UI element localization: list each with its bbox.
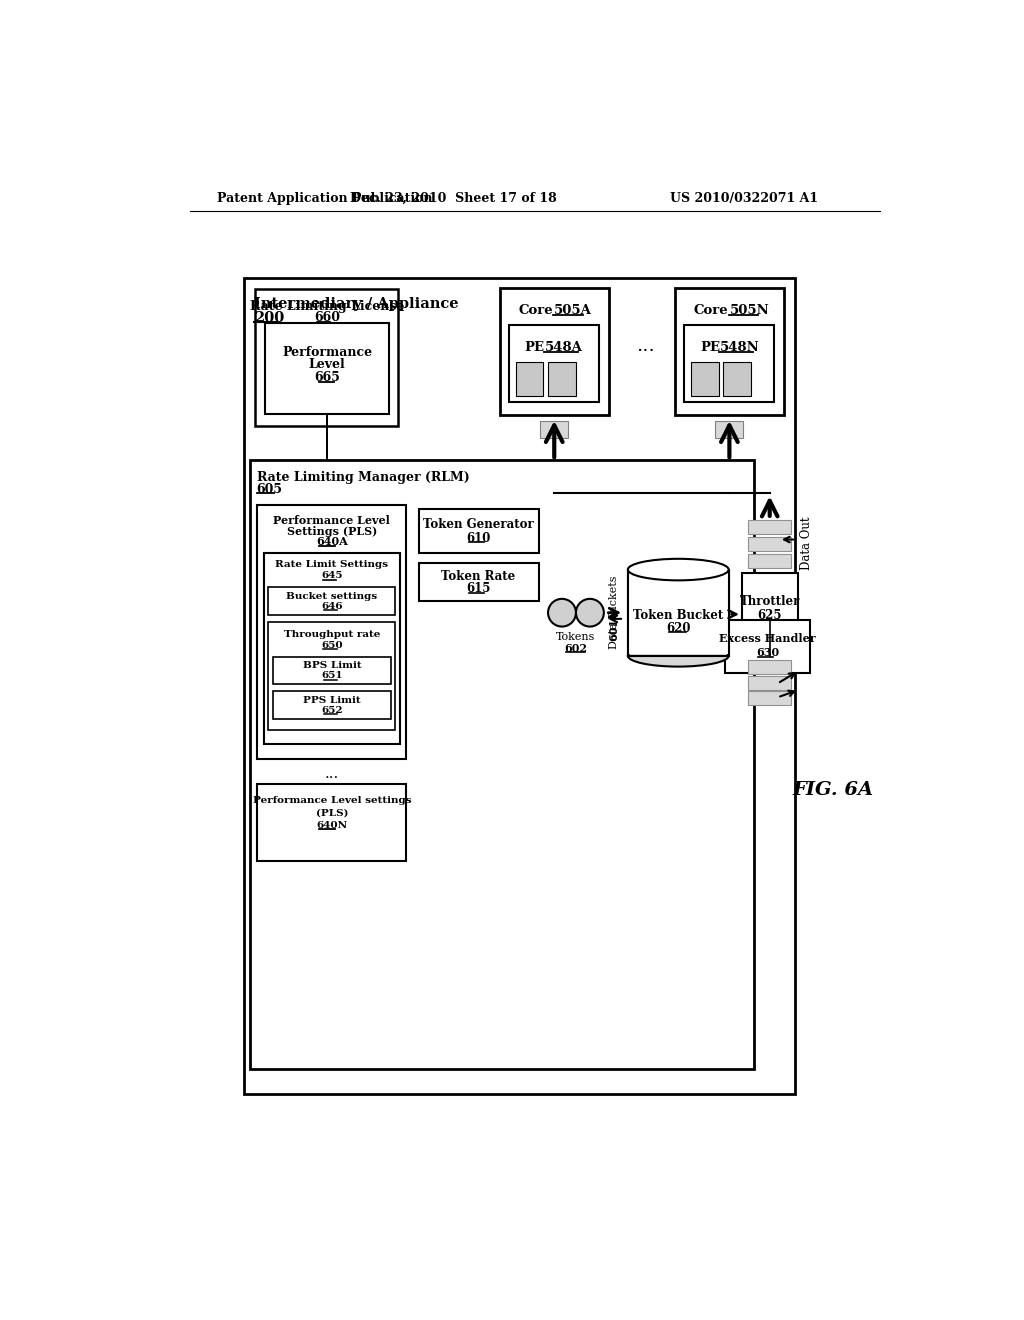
Text: 640N: 640N bbox=[316, 821, 347, 830]
Text: Tokens: Tokens bbox=[556, 632, 596, 643]
Text: Data Packets: Data Packets bbox=[609, 576, 618, 649]
Text: 615: 615 bbox=[466, 582, 490, 595]
Bar bbox=[628, 570, 729, 656]
Text: 640A: 640A bbox=[316, 536, 348, 548]
Bar bbox=[419, 562, 539, 601]
Bar bbox=[628, 570, 729, 655]
Bar bbox=[675, 288, 783, 414]
Text: 505N: 505N bbox=[729, 305, 769, 317]
Text: 601: 601 bbox=[608, 618, 620, 642]
Bar bbox=[255, 289, 398, 426]
Text: 602: 602 bbox=[564, 643, 588, 653]
Bar bbox=[748, 692, 792, 705]
Text: 200: 200 bbox=[254, 310, 285, 325]
Text: 630: 630 bbox=[756, 647, 779, 659]
Text: 605: 605 bbox=[257, 483, 283, 496]
Bar bbox=[265, 323, 389, 414]
Text: 660: 660 bbox=[314, 312, 340, 325]
Bar bbox=[257, 506, 407, 759]
Bar bbox=[273, 656, 391, 684]
Text: Throughput rate: Throughput rate bbox=[284, 630, 380, 639]
Text: Token Rate: Token Rate bbox=[441, 570, 515, 583]
Text: 665: 665 bbox=[314, 371, 340, 384]
Text: 548N: 548N bbox=[720, 342, 760, 354]
Text: PE: PE bbox=[700, 342, 720, 354]
Text: 645: 645 bbox=[322, 572, 343, 581]
Text: Rate Limiting License: Rate Limiting License bbox=[250, 300, 404, 313]
Text: Throttler: Throttler bbox=[739, 595, 800, 609]
Bar bbox=[273, 692, 391, 719]
Text: Data Out: Data Out bbox=[800, 516, 813, 570]
Bar bbox=[725, 620, 810, 673]
Bar bbox=[541, 421, 568, 438]
Text: 652: 652 bbox=[321, 706, 343, 715]
Bar bbox=[245, 277, 795, 1094]
Text: Performance Level settings: Performance Level settings bbox=[253, 796, 411, 805]
Bar bbox=[509, 325, 599, 401]
Text: Core: Core bbox=[518, 305, 553, 317]
Text: FIG. 6A: FIG. 6A bbox=[793, 781, 873, 799]
Bar bbox=[548, 362, 575, 396]
Text: (PLS): (PLS) bbox=[315, 808, 348, 817]
Text: Excess Handler: Excess Handler bbox=[719, 634, 816, 644]
Bar bbox=[748, 660, 792, 675]
Text: Token Bucket: Token Bucket bbox=[633, 610, 723, 622]
Text: 625: 625 bbox=[758, 610, 782, 622]
Text: 620: 620 bbox=[666, 622, 690, 635]
Bar bbox=[741, 573, 798, 656]
Text: 650: 650 bbox=[321, 640, 343, 649]
Text: Settings (PLS): Settings (PLS) bbox=[287, 525, 377, 537]
Text: Token Generator: Token Generator bbox=[423, 517, 534, 531]
Bar bbox=[748, 554, 792, 568]
Bar bbox=[684, 325, 774, 401]
Text: Patent Application Publication: Patent Application Publication bbox=[217, 191, 432, 205]
Text: Performance Level: Performance Level bbox=[273, 515, 390, 525]
Text: Intermediary / Appliance: Intermediary / Appliance bbox=[254, 297, 459, 312]
Bar bbox=[419, 508, 539, 553]
Bar bbox=[515, 362, 544, 396]
Bar bbox=[690, 362, 719, 396]
Text: Performance: Performance bbox=[283, 346, 373, 359]
Text: 651: 651 bbox=[321, 672, 343, 680]
Text: Rate Limiting Manager (RLM): Rate Limiting Manager (RLM) bbox=[257, 471, 469, 483]
Bar bbox=[500, 288, 608, 414]
Text: BPS Limit: BPS Limit bbox=[302, 661, 361, 671]
Text: Dec. 23, 2010  Sheet 17 of 18: Dec. 23, 2010 Sheet 17 of 18 bbox=[350, 191, 557, 205]
Bar bbox=[723, 362, 751, 396]
Ellipse shape bbox=[575, 599, 604, 627]
Text: Bucket settings: Bucket settings bbox=[287, 593, 378, 601]
Text: 505A: 505A bbox=[554, 305, 592, 317]
Text: 646: 646 bbox=[321, 602, 343, 611]
Text: 548A: 548A bbox=[545, 342, 583, 354]
Text: PPS Limit: PPS Limit bbox=[303, 696, 360, 705]
Bar bbox=[268, 587, 395, 615]
Ellipse shape bbox=[548, 599, 575, 627]
Ellipse shape bbox=[628, 558, 729, 581]
Bar bbox=[251, 461, 755, 1069]
Bar bbox=[748, 676, 792, 689]
Text: US 2010/0322071 A1: US 2010/0322071 A1 bbox=[671, 191, 818, 205]
Bar bbox=[748, 537, 792, 552]
Text: Rate Limit Settings: Rate Limit Settings bbox=[275, 561, 388, 569]
Text: PE: PE bbox=[524, 342, 545, 354]
Ellipse shape bbox=[628, 645, 729, 667]
Text: ...: ... bbox=[325, 767, 339, 781]
Bar bbox=[257, 784, 407, 861]
Text: ...: ... bbox=[636, 337, 655, 355]
Bar bbox=[716, 421, 743, 438]
Bar bbox=[263, 553, 400, 743]
Bar bbox=[748, 520, 792, 535]
Text: 610: 610 bbox=[466, 532, 490, 545]
Text: Core: Core bbox=[693, 305, 728, 317]
Text: Level: Level bbox=[309, 358, 345, 371]
Bar bbox=[268, 622, 395, 730]
